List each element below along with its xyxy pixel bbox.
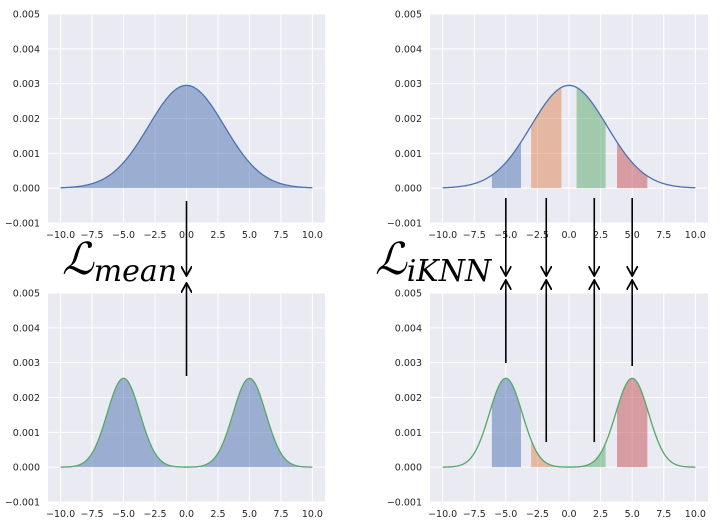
x-tick-label: −10.0 (428, 509, 457, 520)
chart-bottom-right: −10.0 −7.5 −5.0 −2.5 0.0 2.5 5.0 7.5 10.0 −0.001 0… (387, 289, 708, 520)
y-tick-label: 0.005 (395, 10, 422, 21)
band-1 (491, 378, 521, 468)
x-tick-label: 0.0 (561, 509, 576, 520)
x-tick-label: −5.0 (494, 509, 517, 520)
x-tick-label: 2.5 (593, 230, 608, 241)
loss-mean-label: ℒmean (62, 234, 177, 289)
x-tick-label: 2.5 (210, 509, 225, 520)
loss-mean-script: ℒ (62, 234, 95, 285)
y-tick-label: 0.000 (13, 463, 40, 474)
y-tick-label: 0.002 (395, 114, 422, 125)
chart-top-left: −10.0−7.5−5.0−2.50.02.55.07.510.0−0.0010… (5, 10, 325, 241)
x-tick-label: 5.0 (242, 230, 257, 241)
x-tick-label: 10.0 (685, 230, 706, 241)
x-tick-label: 5.0 (625, 509, 640, 520)
y-tick-label: 0.005 (13, 289, 40, 300)
y-tick-label: −0.001 (5, 498, 40, 509)
panels: −10.0 −7.5 −5.0 −2.5 0.0 2.5 5.0 7.5 10.0 −0.001 0… (5, 10, 708, 520)
series-line (442, 377, 696, 468)
loss-iknn-subscript: iKNN (407, 254, 493, 289)
y-tick-label: 0.002 (395, 393, 422, 404)
x-tick-label: −7.5 (81, 230, 104, 241)
x-tick-label: 10.0 (685, 509, 706, 520)
x-tick-label: −2.5 (143, 230, 166, 241)
series-line (442, 84, 696, 189)
x-tick-label: −10.0 (46, 509, 75, 520)
y-tick-label: −0.001 (387, 498, 422, 509)
x-tick-label: 7.5 (273, 509, 288, 520)
x-tick-label: −2.5 (526, 230, 549, 241)
y-tick-label: 0.005 (395, 289, 422, 300)
x-tick-label: −2.5 (526, 509, 549, 520)
chart-bottom-left: −10.0 −7.5 −5.0 −2.5 0.0 2.5 5.0 7.5 10.0 −0.001 0… (5, 289, 325, 520)
arrows (187, 198, 633, 442)
x-tick-label: −5.0 (112, 230, 135, 241)
band-3 (576, 443, 606, 468)
band-4 (617, 378, 648, 468)
loss-mean-subscript: mean (94, 254, 177, 289)
y-tick-label: 0.001 (395, 428, 422, 439)
x-tick-label: −7.5 (463, 509, 486, 520)
x-tick-label: 7.5 (273, 230, 288, 241)
y-tick-label: 0.000 (395, 184, 422, 195)
loss-iknn-label: ℒiKNN (375, 234, 493, 289)
y-tick-label: 0.002 (13, 393, 40, 404)
x-tick-label: 0.0 (561, 230, 576, 241)
y-tick-label: −0.001 (387, 219, 422, 230)
series-fill (60, 85, 313, 189)
y-tick-label: 0.001 (395, 149, 422, 160)
x-tick-label: 7.5 (656, 509, 671, 520)
x-tick-label: −2.5 (143, 509, 166, 520)
y-tick-label: 0.003 (395, 358, 422, 369)
y-tick-label: 0.003 (13, 79, 40, 90)
x-tick-label: 10.0 (302, 509, 323, 520)
y-tick-label: 0.004 (395, 44, 422, 55)
x-tick-label: 0.0 (179, 509, 194, 520)
y-tick-label: 0.003 (395, 79, 422, 90)
x-tick-label: 2.5 (593, 509, 608, 520)
series-fill (60, 378, 313, 468)
y-tick-label: 0.004 (13, 44, 40, 55)
y-tick-label: −0.001 (5, 219, 40, 230)
loss-iknn-script: ℒ (375, 234, 408, 285)
y-tick-label: 0.001 (13, 428, 40, 439)
y-tick-label: 0.004 (13, 323, 40, 334)
x-tick-label: −10.0 (428, 230, 457, 241)
x-tick-label: 2.5 (210, 230, 225, 241)
y-tick-label: 0.000 (13, 184, 40, 195)
y-tick-label: 0.000 (395, 463, 422, 474)
y-tick-label: 0.001 (13, 149, 40, 160)
x-tick-label: 5.0 (242, 509, 257, 520)
chart-top-right: −10.0−7.5−5.0−2.50.02.55.07.510.0−0.0010… (387, 10, 708, 241)
y-tick-label: 0.002 (13, 114, 40, 125)
series-line (60, 377, 313, 468)
y-tick-label: 0.004 (395, 323, 422, 334)
y-tick-label: 0.005 (13, 10, 40, 21)
y-tick-label: 0.003 (13, 358, 40, 369)
band-2 (531, 439, 562, 468)
series-line (60, 84, 313, 189)
x-tick-label: 10.0 (302, 230, 323, 241)
x-tick-label: 7.5 (656, 230, 671, 241)
x-tick-label: −7.5 (463, 230, 486, 241)
x-tick-label: −5.0 (112, 509, 135, 520)
x-tick-label: −7.5 (81, 509, 104, 520)
x-tick-label: −10.0 (46, 230, 75, 241)
band-2 (531, 87, 562, 189)
